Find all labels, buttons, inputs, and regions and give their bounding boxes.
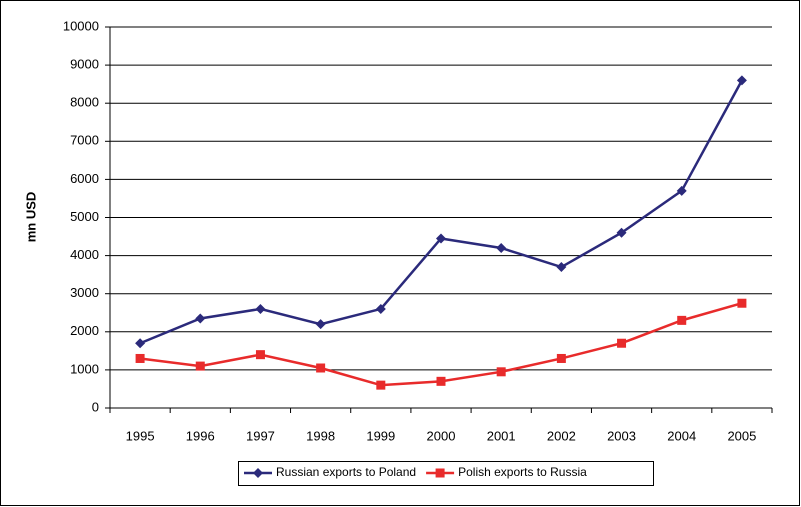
legend: [238, 461, 654, 486]
legend-marker: [253, 468, 263, 478]
point: [135, 338, 146, 349]
point: [556, 353, 566, 363]
y-tick-label: 0: [92, 399, 99, 414]
point: [677, 315, 687, 325]
point: [556, 262, 567, 273]
x-tick-label: 1997: [246, 428, 275, 443]
point: [135, 353, 145, 363]
x-tick-label: 2003: [607, 428, 636, 443]
point: [496, 367, 506, 377]
point: [195, 361, 205, 371]
point: [255, 303, 266, 314]
x-tick-label: 2005: [727, 428, 756, 443]
point: [617, 338, 627, 348]
legend-label: Polish exports to Russia: [458, 465, 587, 479]
point: [255, 350, 265, 360]
x-tick-label: 2001: [487, 428, 516, 443]
x-tick-label: 1995: [126, 428, 155, 443]
point: [316, 363, 326, 373]
point: [736, 75, 747, 86]
legend-marker: [435, 468, 445, 478]
point: [676, 185, 687, 196]
point: [375, 303, 386, 314]
y-axis-label: mn USD: [23, 192, 38, 243]
point: [376, 380, 386, 390]
y-tick-label: 7000: [70, 133, 99, 148]
legend-label: Russian exports to Poland: [276, 465, 416, 479]
y-tick-label: 8000: [70, 95, 99, 110]
point: [436, 233, 446, 244]
y-tick-label: 4000: [70, 247, 99, 262]
x-tick-label: 1998: [306, 428, 335, 443]
y-tick-label: 5000: [70, 209, 99, 224]
x-tick-label: 1996: [186, 428, 215, 443]
y-tick-label: 9000: [70, 57, 99, 72]
point: [315, 319, 326, 330]
x-tick-label: 2002: [547, 428, 576, 443]
point: [616, 227, 627, 238]
y-tick-label: 6000: [70, 171, 99, 186]
point: [496, 242, 507, 253]
y-tick-label: 10000: [63, 18, 99, 33]
point: [195, 313, 206, 324]
point: [436, 376, 446, 386]
y-tick-label: 2000: [70, 323, 99, 338]
y-tick-label: 3000: [70, 285, 99, 300]
point: [737, 298, 747, 308]
x-tick-label: 2004: [667, 428, 696, 443]
x-tick-label: 1999: [366, 428, 395, 443]
y-tick-label: 1000: [70, 361, 99, 376]
x-tick-label: 2000: [427, 428, 456, 443]
